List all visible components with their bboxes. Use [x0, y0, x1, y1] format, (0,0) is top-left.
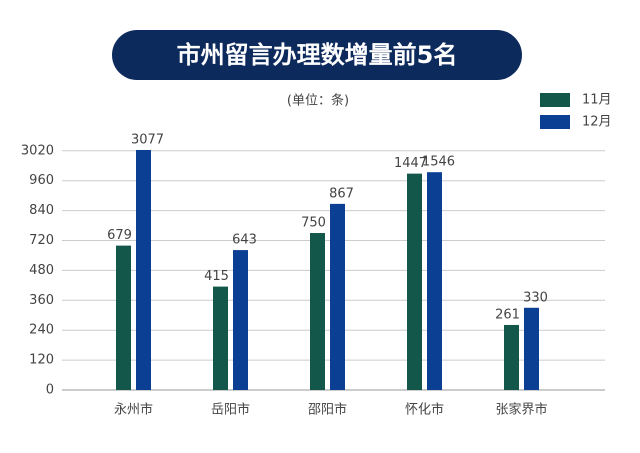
y-tick-label: 720: [29, 233, 54, 248]
y-tick-label: 3020: [21, 143, 54, 158]
value-label: 330: [523, 290, 548, 305]
value-label: 3077: [131, 132, 164, 147]
value-label: 1546: [422, 155, 455, 170]
bar: [213, 286, 228, 390]
y-tick-label: 960: [29, 173, 54, 188]
bar: [330, 203, 345, 390]
x-tick-label: 张家界市: [495, 402, 547, 418]
y-tick-label: 0: [46, 383, 54, 398]
y-tick-label: 840: [29, 203, 54, 218]
title-background: [112, 30, 522, 80]
value-label: 1447: [394, 156, 427, 171]
value-label: 261: [495, 307, 520, 322]
legend-label: 12月: [582, 115, 612, 130]
bar: [524, 307, 539, 390]
bar: [136, 149, 151, 390]
x-tick-label: 岳阳市: [211, 402, 250, 418]
x-tick-label: 邵阳市: [308, 402, 347, 418]
x-tick-label: 怀化市: [405, 402, 444, 418]
bar: [427, 172, 442, 390]
value-label: 679: [107, 228, 132, 243]
value-label: 867: [329, 186, 354, 201]
x-tick-label: 永州市: [114, 402, 153, 418]
value-label: 643: [232, 233, 257, 248]
value-label: 415: [204, 269, 229, 284]
y-tick-label: 360: [29, 293, 54, 308]
y-tick-label: 480: [29, 263, 54, 278]
legend-swatch: [540, 115, 570, 129]
y-tick-label: 240: [29, 323, 54, 338]
bar: [407, 173, 422, 390]
bar: [310, 233, 325, 390]
y-tick-label: 120: [29, 353, 54, 368]
legend-swatch: [540, 93, 570, 107]
chart-subtitle: (单位：条): [287, 93, 349, 109]
bar: [233, 250, 248, 390]
bar: [504, 324, 519, 390]
chart-title: 市州留言办理数增量前5名: [177, 41, 458, 69]
value-label: 750: [301, 216, 326, 231]
bar: [116, 245, 131, 390]
legend-label: 11月: [582, 93, 612, 108]
